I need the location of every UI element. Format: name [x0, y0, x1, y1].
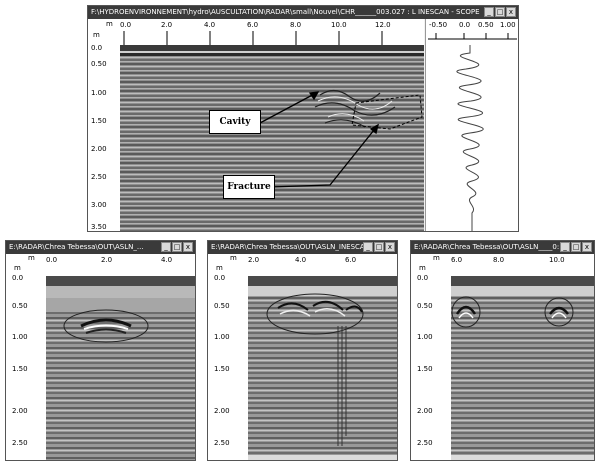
x-tick-label: 2.0: [248, 256, 260, 264]
unit-label: m: [28, 254, 35, 262]
unit-label: m: [14, 264, 21, 272]
window-b-x-ruler: 2.0 4.0 6.0: [248, 254, 397, 277]
y-unit-label: m: [93, 31, 100, 39]
horizontal-scrollbar[interactable]: [248, 454, 397, 460]
cavity-annotation: Cavity: [209, 110, 261, 134]
y-tick-label: 1.50: [91, 117, 107, 125]
window-c-title-bar[interactable]: E:\RADAR\Chrea Tebessa\OUT\ASLN____0: _ …: [411, 241, 594, 254]
y-tick-label: 2.50: [91, 173, 107, 181]
main-window-title: F:\HYDROENVIRONNEMENT\hydro\AUSCULTATION…: [91, 8, 480, 16]
main-y-ruler: 0.0 0.50 1.00 1.50 2.00 2.50 3.00 3.50: [88, 44, 121, 231]
y-tick-label: 0.50: [214, 302, 230, 310]
maximize-button[interactable]: □: [172, 242, 182, 252]
y-tick-label: 0.0: [91, 44, 103, 52]
unit-label: m: [216, 264, 223, 272]
y-tick-label: 0.0: [417, 274, 429, 282]
y-tick-label: 0.0: [214, 274, 226, 282]
x-tick-label: 2.0: [101, 256, 113, 264]
close-button[interactable]: x: [582, 242, 592, 252]
unit-corner: m m: [88, 19, 121, 46]
x-tick-label: 8.0: [493, 256, 505, 264]
y-tick-label: 1.00: [12, 333, 28, 341]
window-a-title-bar[interactable]: E:\RADAR\Chrea Tebessa\OUT\ASLN_... _ □ …: [6, 241, 195, 254]
y-tick-label: 0.50: [12, 302, 28, 310]
y-tick-label: 2.50: [12, 439, 28, 447]
y-tick-label: 2.00: [417, 407, 433, 415]
minimize-button[interactable]: _: [484, 7, 494, 17]
y-tick-label: 2.50: [214, 439, 230, 447]
x-tick-label: 6.0: [247, 21, 259, 29]
close-button[interactable]: x: [506, 7, 516, 17]
y-tick-label: 1.50: [214, 365, 230, 373]
y-tick-label: 2.00: [214, 407, 230, 415]
window-b-title-bar[interactable]: E:\RADAR\Chrea Tebessa\OUT\ASLN_INESCAN …: [208, 241, 397, 254]
window-c-radargram-plot[interactable]: [451, 276, 594, 454]
y-tick-label: 3.00: [91, 201, 107, 209]
unit-label: m: [230, 254, 237, 262]
unit-label: m: [419, 264, 426, 272]
window-a-radargram-plot[interactable]: [46, 276, 195, 460]
y-tick-label: 0.50: [91, 60, 107, 68]
main-radargram-window: F:\HYDROENVIRONNEMENT\hydro\AUSCULTATION…: [87, 5, 519, 232]
scope-tick-label: -0.50: [429, 21, 448, 29]
scope-tick-label: 0.0: [459, 21, 471, 29]
y-tick-label: 2.50: [417, 439, 433, 447]
maximize-button[interactable]: □: [571, 242, 581, 252]
main-radargram-plot[interactable]: Cavity Fracture: [120, 45, 424, 231]
unit-label: m: [433, 254, 440, 262]
window-b-title: E:\RADAR\Chrea Tebessa\OUT\ASLN_INESCAN: [211, 243, 370, 251]
x-tick-label: 10.0: [331, 21, 347, 29]
x-unit-label: m: [106, 20, 113, 28]
window-b-y-ruler: 0.0 0.50 1.00 1.50 2.00 2.50: [208, 274, 249, 460]
fracture-annotation: Fracture: [223, 175, 275, 199]
x-tick-label: 6.0: [451, 256, 463, 264]
x-tick-label: 0.0: [120, 21, 132, 29]
window-c-title: E:\RADAR\Chrea Tebessa\OUT\ASLN____0:: [414, 243, 560, 251]
scope-tick-label: 0.50: [478, 21, 494, 29]
radargram-window-b: E:\RADAR\Chrea Tebessa\OUT\ASLN_INESCAN …: [207, 240, 398, 461]
scope-ruler: -0.50 0.0 0.50 1.00: [425, 19, 518, 46]
window-a-x-ruler: 0.0 2.0 4.0: [46, 254, 195, 277]
window-b-radargram-plot[interactable]: [248, 276, 397, 454]
x-tick-label: 2.0: [161, 21, 173, 29]
y-tick-label: 1.50: [417, 365, 433, 373]
x-tick-label: 0.0: [46, 256, 58, 264]
maximize-button[interactable]: □: [495, 7, 505, 17]
radargram-window-c: E:\RADAR\Chrea Tebessa\OUT\ASLN____0: _ …: [410, 240, 595, 461]
y-tick-label: 1.00: [417, 333, 433, 341]
x-tick-label: 10.0: [549, 256, 565, 264]
x-tick-label: 4.0: [295, 256, 307, 264]
y-tick-label: 0.0: [12, 274, 24, 282]
y-tick-label: 0.50: [417, 302, 433, 310]
y-tick-label: 1.00: [214, 333, 230, 341]
window-a-y-ruler: 0.0 0.50 1.00 1.50 2.00 2.50: [6, 274, 47, 460]
x-tick-label: 6.0: [345, 256, 357, 264]
minimize-button[interactable]: _: [363, 242, 373, 252]
y-tick-label: 1.00: [91, 89, 107, 97]
close-button[interactable]: x: [183, 242, 193, 252]
x-tick-label: 12.0: [375, 21, 391, 29]
scope-trace-panel: [425, 45, 518, 231]
window-a-title: E:\RADAR\Chrea Tebessa\OUT\ASLN_...: [9, 243, 144, 251]
close-button[interactable]: x: [385, 242, 395, 252]
main-x-ruler: 0.0 2.0 4.0 6.0 8.0 10.0 12.0: [120, 19, 424, 46]
x-tick-label: 4.0: [204, 21, 216, 29]
x-tick-label: 8.0: [290, 21, 302, 29]
horizontal-scrollbar[interactable]: [451, 454, 594, 460]
window-c-y-ruler: 0.0 0.50 1.00 1.50 2.00 2.50: [411, 274, 452, 460]
radargram-window-a: E:\RADAR\Chrea Tebessa\OUT\ASLN_... _ □ …: [5, 240, 196, 461]
maximize-button[interactable]: □: [374, 242, 384, 252]
y-tick-label: 2.00: [12, 407, 28, 415]
main-title-bar[interactable]: F:\HYDROENVIRONNEMENT\hydro\AUSCULTATION…: [88, 6, 518, 19]
window-c-x-ruler: 6.0 8.0 10.0: [451, 254, 594, 277]
minimize-button[interactable]: _: [161, 242, 171, 252]
y-tick-label: 3.50: [91, 223, 107, 231]
scope-tick-label: 1.00: [500, 21, 516, 29]
x-tick-label: 4.0: [161, 256, 173, 264]
minimize-button[interactable]: _: [560, 242, 570, 252]
y-tick-label: 1.50: [12, 365, 28, 373]
y-tick-label: 2.00: [91, 145, 107, 153]
